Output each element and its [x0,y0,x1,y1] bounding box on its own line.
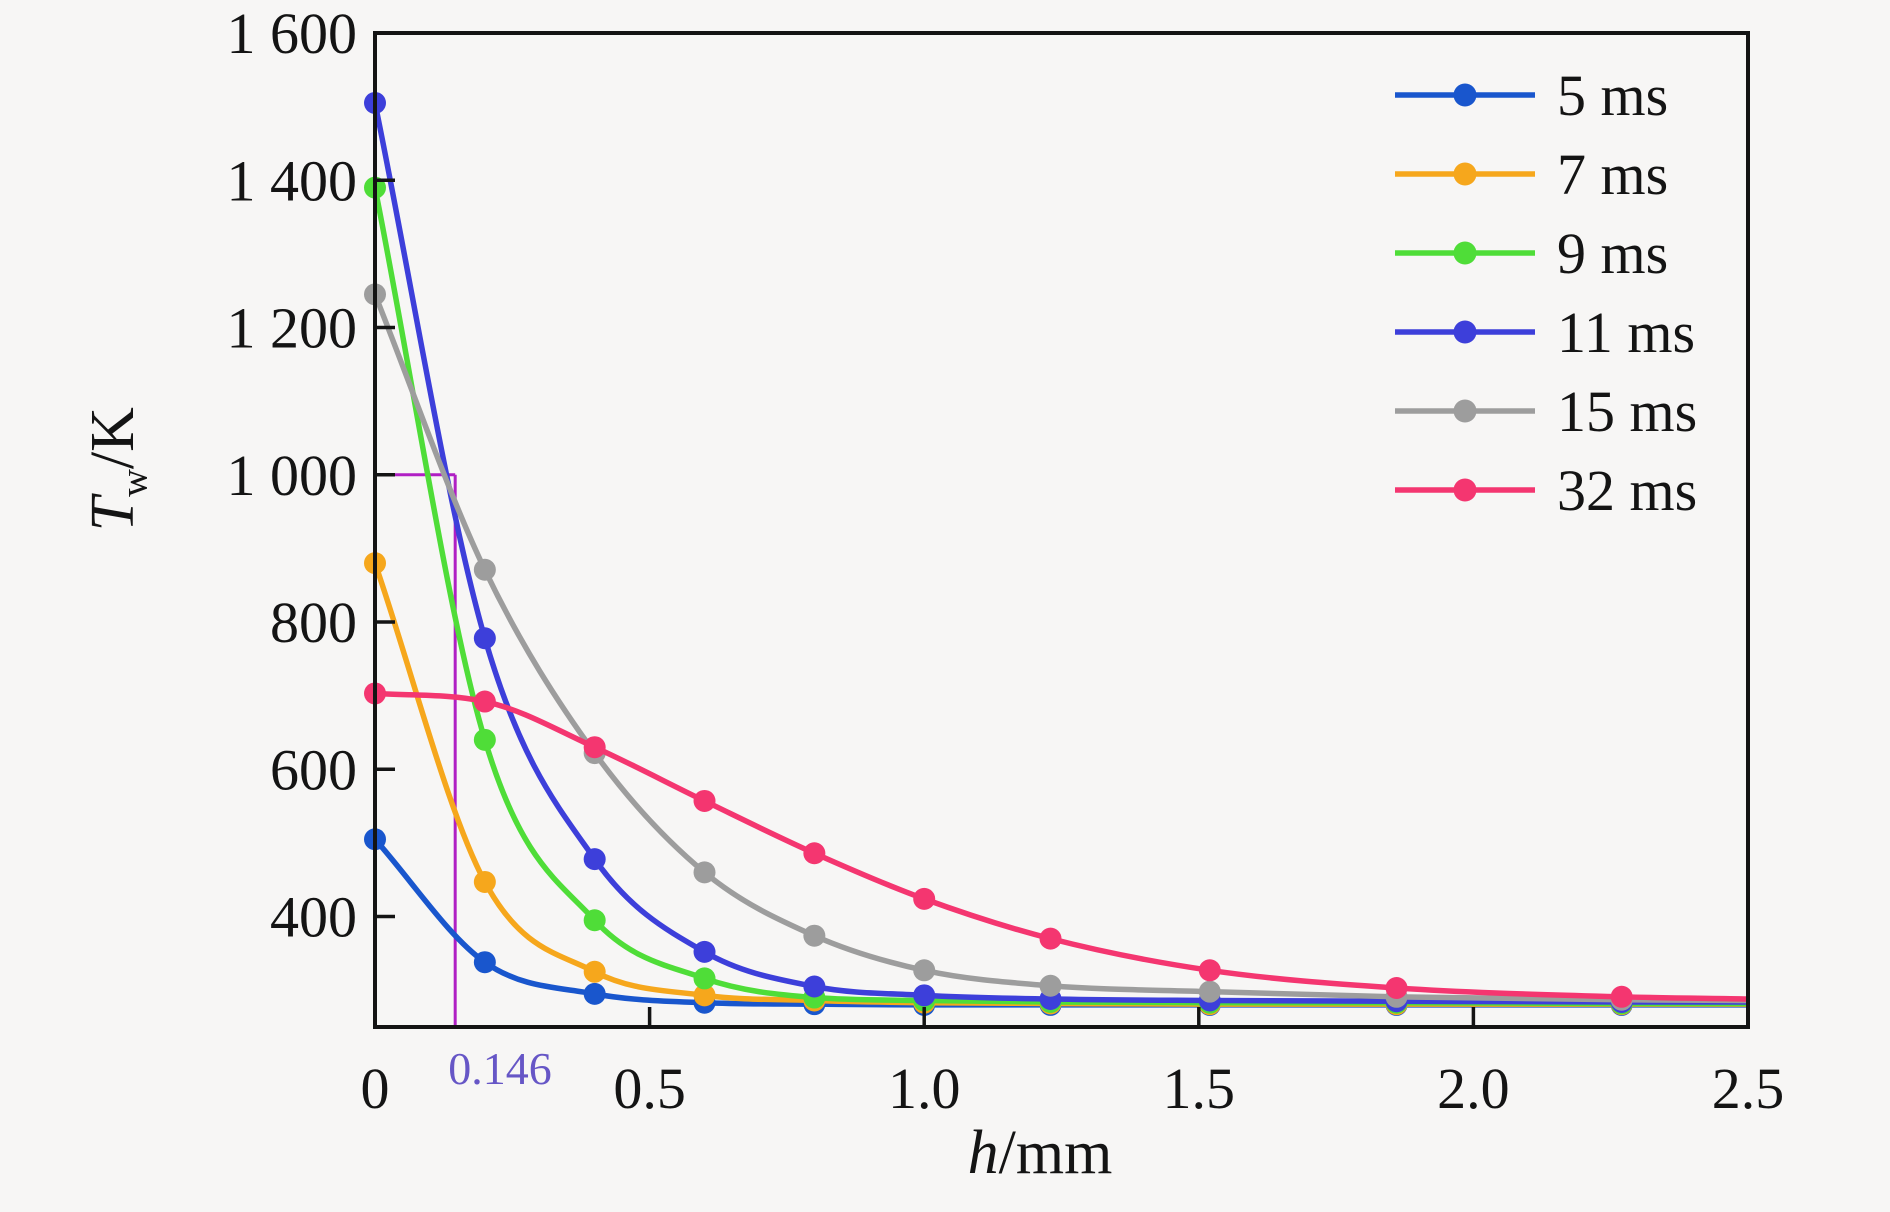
data-point-11ms [693,940,716,963]
legend-label: 32 ms [1557,458,1697,523]
reference-annotation: 0.146 [448,1043,552,1094]
data-point-5ms [583,982,606,1005]
legend: 5 ms 7 ms 9 ms 11 ms 15 ms 32 ms [1395,63,1697,523]
legend-marker [1453,162,1477,186]
data-point-7ms [693,984,716,1007]
plot-border [373,31,1750,1029]
y-title-symbol: T [78,496,147,532]
data-point-15ms [1198,980,1221,1003]
series-line-11ms [372,102,1748,1005]
data-point-32ms [473,690,496,713]
series-32ms [364,682,1749,1008]
data-point-11ms [913,984,936,1007]
legend-marker [1453,478,1477,502]
y-axis-title: Tw/K [78,407,156,531]
legend-label: 11 ms [1557,300,1695,365]
x-tick-label: 2.5 [1712,1056,1785,1121]
y-tick-label: 800 [270,590,357,655]
series-line-9ms [372,187,1748,1007]
legend-marker [1453,399,1477,423]
data-point-15ms [693,861,716,884]
data-point-7ms [583,960,606,983]
y-tick-label: 400 [270,885,357,950]
legend-item-11ms: 11 ms [1395,300,1695,365]
data-point-11ms [473,627,496,650]
data-point-15ms [913,959,936,982]
y-tick-label: 1 200 [227,296,358,361]
series-line-15ms [372,293,1749,1004]
data-point-32ms [1385,976,1408,999]
x-tick-label: 2.0 [1437,1056,1510,1121]
data-point-5ms [473,951,496,974]
legend-label: 9 ms [1557,221,1668,286]
legend-marker [1453,83,1477,107]
legend-item-5ms: 5 ms [1395,63,1668,128]
legend-label: 15 ms [1557,379,1697,444]
data-point-11ms [803,975,826,998]
legend-label: 5 ms [1557,63,1668,128]
y-tick-label: 1 600 [227,1,358,66]
legend-item-9ms: 9 ms [1395,221,1668,286]
series-11ms [364,91,1748,1013]
series-line-5ms [372,837,1748,1008]
x-title-symbol: h [967,1119,999,1187]
y-title-unit: /K [78,407,147,470]
data-point-15ms [803,924,826,947]
legend-item-15ms: 15 ms [1395,379,1697,444]
data-point-9ms [583,909,606,932]
x-tick-label: 1.5 [1163,1056,1236,1121]
y-tick-label: 1 000 [227,443,358,508]
y-tick-label: 600 [270,737,357,802]
legend-label: 7 ms [1557,142,1668,207]
x-tick-label: 0 [361,1056,390,1121]
series-line-7ms [372,562,1748,1007]
data-point-7ms [473,870,496,893]
data-point-9ms [693,967,716,990]
legend-marker [1453,320,1477,344]
series-15ms [364,283,1749,1011]
legend-item-32ms: 32 ms [1395,458,1697,523]
data-point-9ms [473,728,496,751]
x-tick-label: 1.0 [888,1056,961,1121]
data-point-32ms [1039,927,1062,950]
data-point-32ms [1610,985,1633,1008]
x-axis-title: h/mm [968,1118,1113,1189]
data-point-32ms [913,887,936,910]
data-point-32ms [693,789,716,812]
data-point-15ms [473,558,496,581]
series-9ms [364,176,1748,1015]
data-point-32ms [583,736,606,759]
data-point-15ms [1039,974,1062,997]
y-title-subscript: w [113,469,156,497]
x-tick-label: 0.5 [613,1056,686,1121]
legend-item-7ms: 7 ms [1395,142,1668,207]
series-line-32ms [374,690,1749,1002]
data-point-11ms [583,848,606,871]
data-point-32ms [1198,959,1221,982]
legend-marker [1453,241,1477,265]
data-point-32ms [803,842,826,865]
y-tick-label: 1 400 [227,148,358,213]
x-title-unit: /mm [998,1119,1113,1187]
